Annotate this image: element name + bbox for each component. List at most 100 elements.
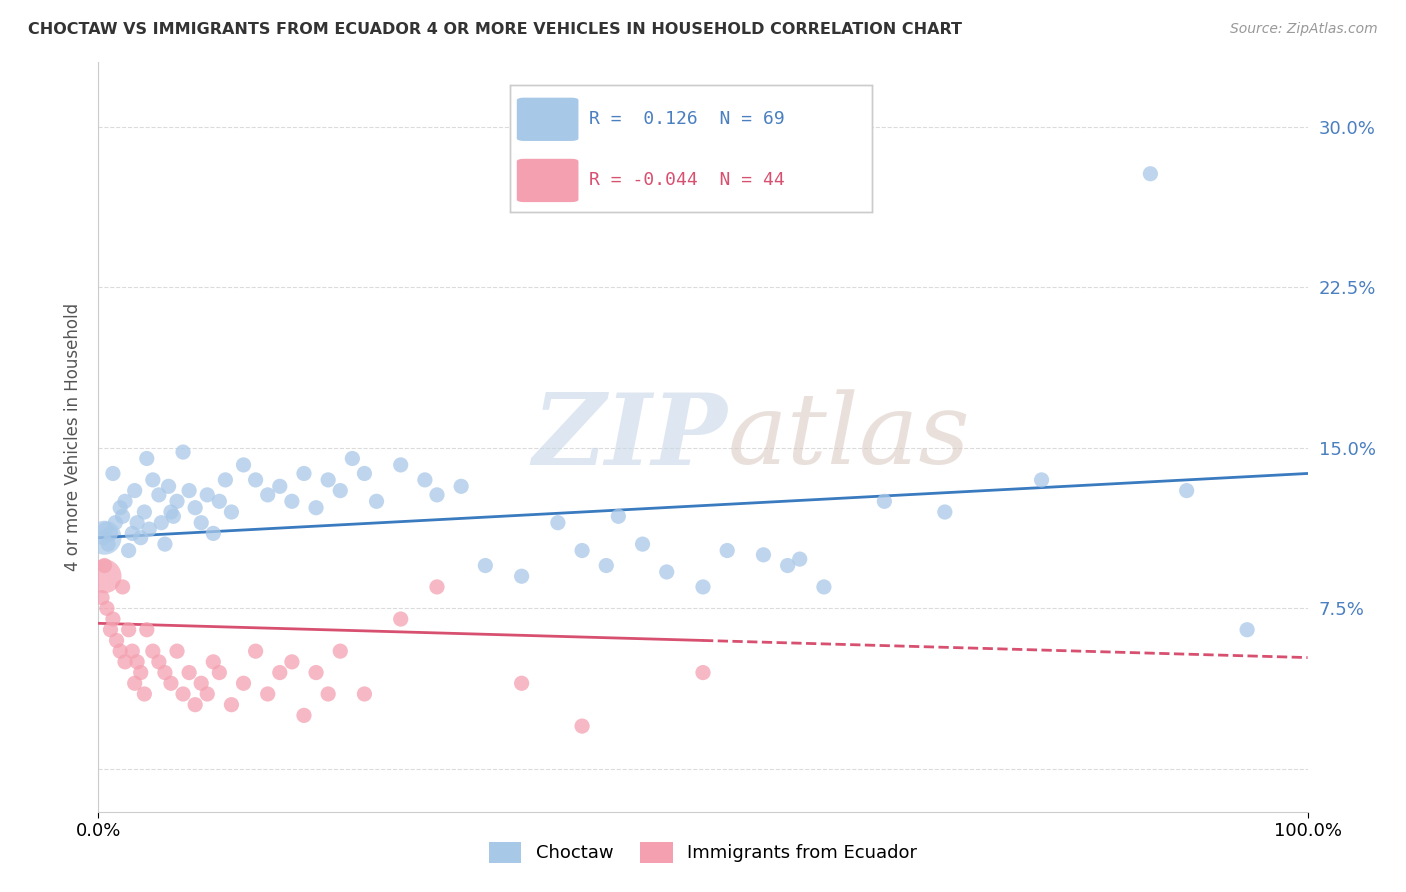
Point (571, 719, 593, 733)
Point (157, 479, 180, 493)
Point (160, 505, 183, 519)
Point (100, 526, 122, 541)
Point (134, 687, 156, 701)
Point (160, 676, 183, 690)
Point (127, 516, 149, 530)
Point (135, 623, 157, 637)
Point (111, 580, 134, 594)
Point (353, 687, 375, 701)
Text: atlas: atlas (727, 390, 970, 484)
Point (135, 451, 157, 466)
Point (172, 687, 194, 701)
Text: ZIP: ZIP (533, 389, 727, 485)
Point (245, 473, 267, 487)
Point (1175, 483, 1198, 498)
Legend: Choctaw, Immigrants from Ecuador: Choctaw, Immigrants from Ecuador (481, 835, 925, 870)
Point (208, 494, 231, 508)
Point (121, 526, 143, 541)
Point (655, 565, 678, 579)
Point (153, 537, 176, 551)
Point (166, 494, 188, 508)
Point (91, 591, 114, 605)
Point (232, 458, 254, 472)
Y-axis label: 4 or more Vehicles in Household: 4 or more Vehicles in Household (65, 303, 83, 571)
Point (353, 467, 375, 481)
Point (111, 509, 134, 524)
Point (571, 543, 593, 558)
Point (94, 522, 117, 536)
Point (138, 522, 160, 536)
Point (114, 655, 136, 669)
Point (389, 458, 412, 472)
Point (873, 494, 896, 508)
Point (134, 505, 156, 519)
Point (547, 516, 569, 530)
Point (118, 543, 141, 558)
Point (202, 526, 225, 541)
Point (105, 633, 128, 648)
Point (269, 665, 291, 680)
Point (426, 580, 449, 594)
Text: Source: ZipAtlas.com: Source: ZipAtlas.com (1230, 22, 1378, 37)
Point (269, 479, 291, 493)
Point (195, 488, 218, 502)
Point (150, 516, 173, 530)
Point (256, 488, 278, 502)
Point (142, 473, 165, 487)
Point (413, 473, 436, 487)
Point (305, 665, 328, 680)
Point (510, 676, 533, 690)
Point (281, 494, 304, 508)
Text: CHOCTAW VS IMMIGRANTS FROM ECUADOR 4 OR MORE VEHICLES IN HOUSEHOLD CORRELATION C: CHOCTAW VS IMMIGRANTS FROM ECUADOR 4 OR … (28, 22, 962, 37)
Point (595, 558, 617, 573)
Point (108, 644, 131, 658)
Point (97, 537, 120, 551)
Point (166, 644, 188, 658)
Point (214, 473, 236, 487)
Point (292, 708, 315, 723)
Point (190, 516, 212, 530)
Point (934, 505, 956, 519)
Point (342, 451, 364, 466)
Point (221, 505, 243, 519)
Point (789, 552, 811, 566)
Point (316, 687, 339, 701)
Point (1139, 167, 1161, 181)
Point (153, 665, 176, 680)
Point (195, 687, 218, 701)
Point (202, 655, 225, 669)
Point (813, 580, 835, 594)
Point (172, 445, 194, 459)
Point (162, 509, 184, 524)
Point (148, 655, 170, 669)
Point (208, 665, 231, 680)
Point (93, 531, 115, 545)
Point (93, 569, 115, 583)
Point (101, 612, 124, 626)
Point (316, 473, 339, 487)
Point (292, 467, 315, 481)
Point (127, 655, 149, 669)
Point (692, 665, 714, 680)
Point (124, 483, 146, 498)
Point (232, 676, 254, 690)
Point (148, 488, 170, 502)
Point (108, 500, 131, 515)
Point (101, 467, 124, 481)
Point (329, 483, 352, 498)
Point (366, 494, 388, 508)
Point (776, 558, 799, 573)
Point (184, 698, 207, 712)
Point (450, 479, 472, 493)
Point (93, 558, 115, 573)
Point (100, 623, 122, 637)
Point (281, 655, 304, 669)
Point (716, 543, 738, 558)
Point (179, 665, 201, 680)
Point (142, 644, 165, 658)
Point (752, 548, 775, 562)
Point (692, 580, 714, 594)
Point (121, 644, 143, 658)
Point (305, 500, 328, 515)
Point (91, 531, 114, 545)
